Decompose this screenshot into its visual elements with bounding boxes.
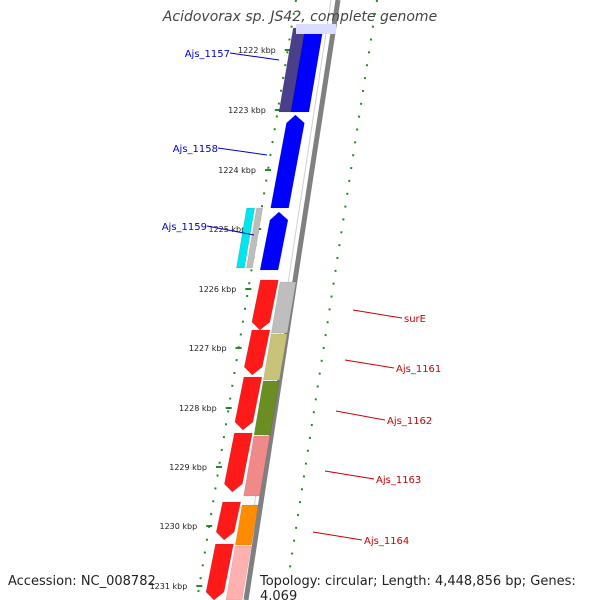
gene-forward-red-4 bbox=[224, 432, 253, 493]
tick-label: 1226 kbp bbox=[199, 285, 237, 294]
gene-label-forward: Ajs_1162 bbox=[387, 416, 432, 427]
tick-label: 1231 kbp bbox=[150, 582, 188, 591]
map-title: Acidovorax sp. JS42, complete genome bbox=[162, 9, 438, 25]
leader-line bbox=[206, 225, 255, 236]
gene-label-reverse: Ajs_1157 bbox=[185, 49, 230, 60]
gene-ajs1162-cds bbox=[253, 380, 280, 436]
accession-text: Accession: NC_008782 bbox=[8, 574, 156, 589]
gene-label-reverse: Ajs_1159 bbox=[162, 222, 207, 233]
leader-line bbox=[335, 410, 386, 421]
gene-label-forward: Ajs_1164 bbox=[364, 536, 409, 547]
gene-forward-red-1 bbox=[251, 279, 279, 331]
tick-label: 1227 kbp bbox=[189, 344, 227, 353]
gene-ajs1163-cds bbox=[243, 435, 271, 497]
leader-line bbox=[217, 147, 268, 156]
tick-label: 1228 kbp bbox=[179, 404, 217, 413]
gene-ajs1158-block bbox=[270, 114, 305, 209]
gene-forward-red-2 bbox=[243, 329, 271, 376]
gene-top-fade bbox=[296, 24, 336, 34]
gene-label-reverse: Ajs_1158 bbox=[173, 144, 218, 155]
tick-label: 1222 kbp bbox=[238, 46, 276, 55]
gene-ajs1159-rna bbox=[246, 207, 263, 269]
tick-label: 1224 kbp bbox=[218, 166, 256, 175]
gene-forward-red-6 bbox=[205, 543, 234, 600]
leader-line bbox=[352, 309, 403, 319]
leader-line bbox=[312, 531, 363, 541]
gene-forward-red-5 bbox=[215, 501, 242, 541]
leader-line bbox=[229, 52, 280, 61]
gene-ajs1159-block bbox=[259, 211, 289, 271]
leader-line bbox=[324, 470, 375, 480]
gene-ajs1159-cds bbox=[236, 207, 255, 269]
gene-ajs1161-cds bbox=[263, 333, 288, 381]
leader-line bbox=[344, 359, 395, 369]
gene-forward-red-3 bbox=[234, 376, 263, 431]
gene-label-forward: Ajs_1161 bbox=[396, 364, 441, 375]
tick-label: 1230 kbp bbox=[160, 522, 198, 531]
gene-ajs1165-cds bbox=[225, 545, 252, 600]
gene-ajs1164-cds bbox=[234, 504, 259, 546]
tick-label: 1223 kbp bbox=[228, 106, 266, 115]
topology-text: Topology: circular; Length: 4,448,856 bp… bbox=[258, 574, 596, 600]
tick-label: 1229 kbp bbox=[169, 463, 207, 472]
gene-sure-cds bbox=[271, 281, 297, 334]
gene-label-forward: surE bbox=[404, 314, 426, 325]
gene-label-forward: Ajs_1163 bbox=[376, 475, 421, 486]
